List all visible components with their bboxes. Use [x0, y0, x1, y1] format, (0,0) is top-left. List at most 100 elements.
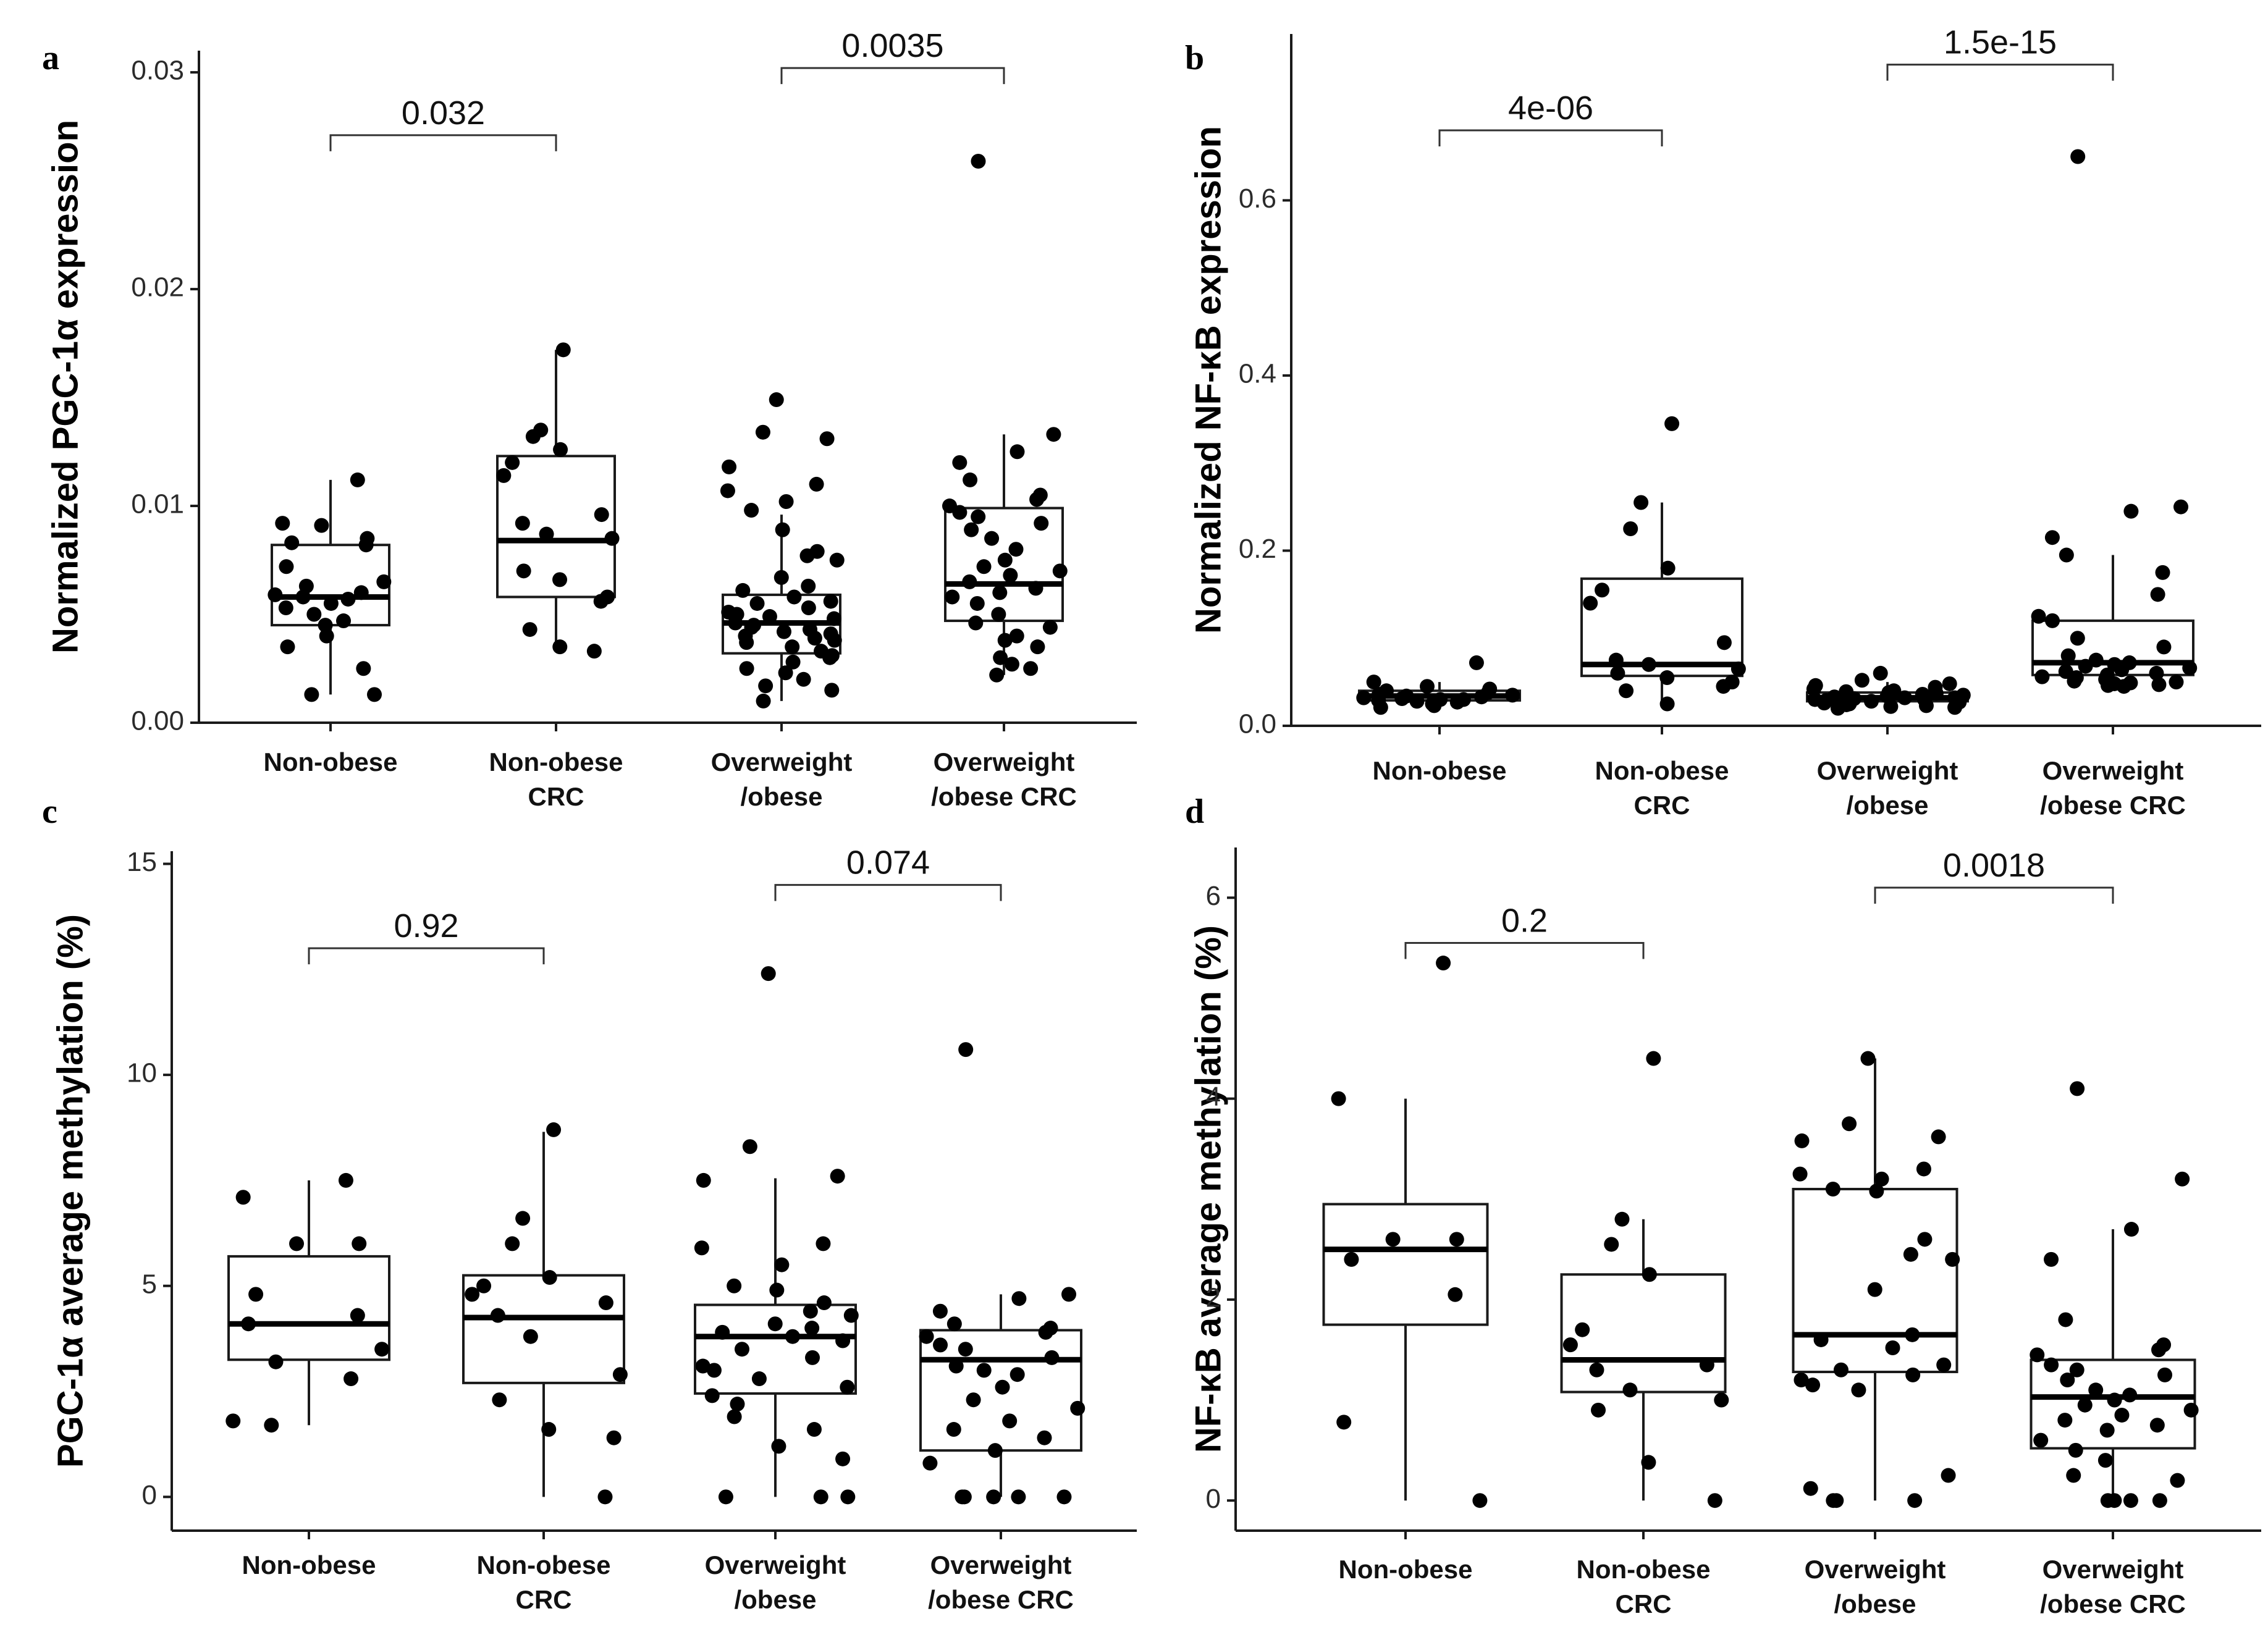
data-point [1427, 698, 1442, 713]
data-point [2088, 1382, 2104, 1398]
data-point [1562, 1337, 1578, 1353]
data-point [1714, 1392, 1729, 1408]
data-point [1805, 1377, 1821, 1393]
x-category-label: Non-obese [1576, 1555, 1710, 1584]
data-point [280, 639, 295, 655]
data-point [1003, 568, 1018, 583]
y-tick-label: 0.4 [1239, 359, 1276, 389]
data-point [350, 472, 365, 487]
data-point [1873, 665, 1888, 681]
data-point [2059, 547, 2074, 563]
data-point [995, 1379, 1010, 1395]
data-point [2114, 662, 2130, 678]
data-point [806, 1422, 822, 1437]
x-category-label: CRC [516, 1585, 572, 1614]
data-point [1931, 1129, 1946, 1145]
data-point [323, 595, 339, 611]
data-point [2151, 1342, 2167, 1358]
data-point [785, 654, 801, 670]
y-tick-label: 0.6 [1239, 183, 1276, 214]
data-point [284, 535, 300, 550]
data-point [801, 600, 816, 615]
data-point [2044, 530, 2060, 545]
data-point [1011, 1489, 1026, 1505]
data-point [1842, 1116, 1857, 1132]
data-point [1826, 1493, 1841, 1508]
data-point [1867, 1282, 1882, 1297]
data-point [2068, 1442, 2083, 1458]
y-tick-label: 4 [1206, 1082, 1221, 1112]
y-tick-label: 0 [1206, 1484, 1221, 1514]
data-point [1595, 582, 1610, 598]
data-point [922, 1455, 938, 1471]
data-point [515, 516, 530, 531]
data-point [340, 591, 356, 607]
x-category-label: /obese [1834, 1589, 1916, 1618]
data-point [1945, 1251, 1960, 1267]
data-point [796, 671, 811, 687]
data-point [835, 1333, 851, 1348]
p-value-label: 0.074 [846, 844, 930, 881]
data-point [919, 1329, 934, 1344]
data-point [991, 607, 1006, 622]
data-point [353, 585, 369, 600]
data-point [598, 1295, 613, 1311]
data-point [2060, 1373, 2075, 1388]
box-iqr [462, 1274, 625, 1384]
data-point [2157, 1367, 2173, 1382]
data-point [2123, 503, 2139, 519]
data-point [958, 1342, 973, 1357]
x-category-label: CRC [1616, 1589, 1672, 1618]
x-category-label: /obese [740, 782, 822, 811]
data-point [352, 1236, 367, 1251]
data-point [2151, 677, 2167, 692]
data-point [1472, 1493, 1488, 1508]
data-point [542, 1270, 557, 1285]
data-point [2044, 1251, 2059, 1267]
data-point [2101, 678, 2116, 693]
data-point [1622, 1382, 1638, 1398]
data-point [816, 1295, 832, 1311]
data-point [775, 522, 790, 537]
significance-bracket [1886, 64, 2114, 81]
data-point [1825, 1182, 1840, 1196]
data-point [2070, 149, 2086, 164]
panel-b: b Normalized NF-κB expression 0.0 0.2 0.4 0.6… [1185, 24, 2261, 820]
data-point [830, 1169, 845, 1184]
data-point [1037, 1430, 1052, 1445]
data-point [1469, 655, 1484, 670]
panel-a: a Normalized PGC-1α expression 0.00 0.01 0.0… [42, 27, 1137, 811]
data-point [1794, 1133, 1810, 1148]
significance-bracket [1874, 886, 2114, 904]
x-category-label: Overweight [705, 1550, 846, 1579]
significance-bracket [329, 134, 557, 151]
panel-d: d NF-κB average methylation (%) 0 2 4 6 Non-ob… [1185, 793, 2261, 1618]
data-point [1885, 1340, 1900, 1355]
y-tick-label: 15 [127, 847, 157, 877]
data-point [1916, 1161, 1931, 1177]
data-point [278, 600, 293, 615]
data-point [1011, 1291, 1027, 1306]
data-point [1449, 694, 1465, 710]
data-point [268, 1354, 284, 1369]
box-group [227, 1180, 390, 1426]
y-axis-title: Normalized NF-κB expression [1188, 126, 1228, 634]
data-point [314, 518, 329, 533]
x-category-label: /obese [734, 1585, 816, 1614]
data-point [1660, 560, 1676, 576]
data-point [1928, 686, 1944, 701]
data-point [761, 966, 776, 982]
data-point [1004, 657, 1019, 672]
data-point [730, 1397, 745, 1412]
data-point [1860, 1051, 1876, 1066]
data-point [586, 644, 602, 659]
data-point [1070, 1400, 1086, 1416]
data-point [823, 594, 838, 609]
data-point [727, 1409, 742, 1424]
data-point [2156, 639, 2172, 655]
data-point [1436, 956, 1451, 971]
data-point [344, 1371, 359, 1387]
data-point [295, 589, 311, 605]
data-point [1813, 1332, 1829, 1347]
x-category-label: Overweight [1817, 756, 1958, 785]
